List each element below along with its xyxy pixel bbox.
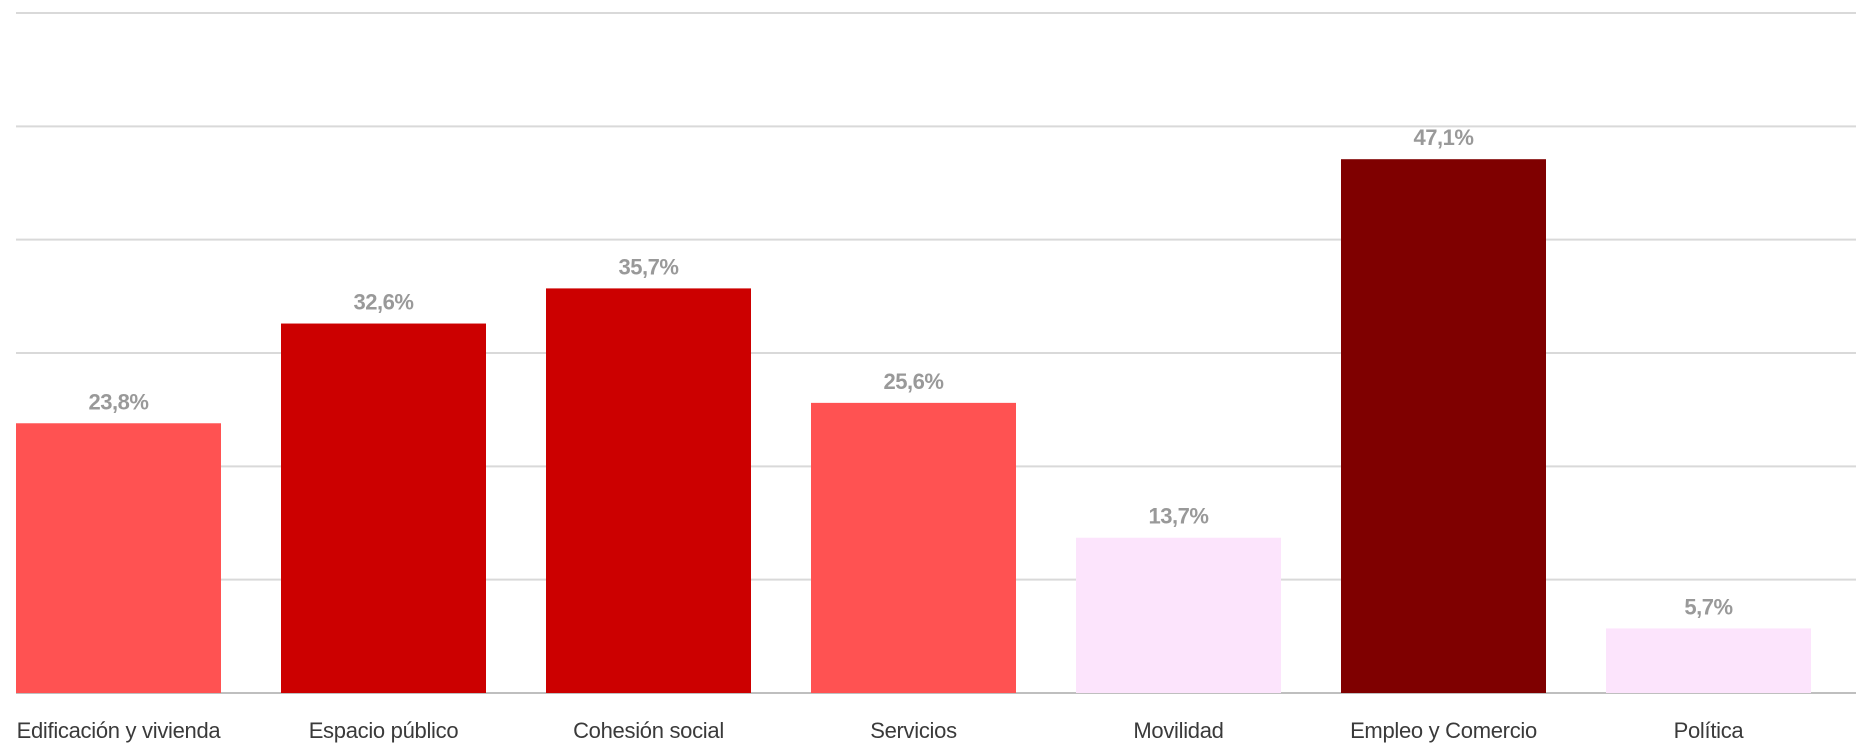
category-label-1: Edificación y vivienda [17,718,222,743]
value-label-7: 5,7% [1684,594,1732,619]
bar-2 [281,323,486,693]
category-label-4: Servicios [870,718,957,743]
category-label-2: Espacio público [309,718,459,743]
category-label-6: Empleo y Comercio [1350,718,1537,743]
bar-1 [16,423,221,693]
value-label-3: 35,7% [619,254,679,279]
bar-6 [1341,159,1546,693]
category-label-7: Política [1674,718,1745,743]
bar-5 [1076,537,1281,693]
value-label-4: 25,6% [884,369,944,394]
value-labels: 23,8% 32,6% 35,7% 25,6% 13,7% 47,1% 5,7% [89,125,1734,619]
bar-3 [546,288,751,693]
value-label-2: 32,6% [354,290,414,315]
category-label-3: Cohesión social [573,718,724,743]
bar-4 [811,402,1016,693]
value-label-5: 13,7% [1149,504,1209,529]
bar-7 [1606,628,1811,693]
category-label-5: Movilidad [1133,718,1223,743]
bars [16,159,1811,693]
value-label-1: 23,8% [89,389,149,414]
value-label-6: 47,1% [1414,125,1474,150]
category-labels: Edificación y vivienda Espacio público Coh… [17,718,1745,743]
